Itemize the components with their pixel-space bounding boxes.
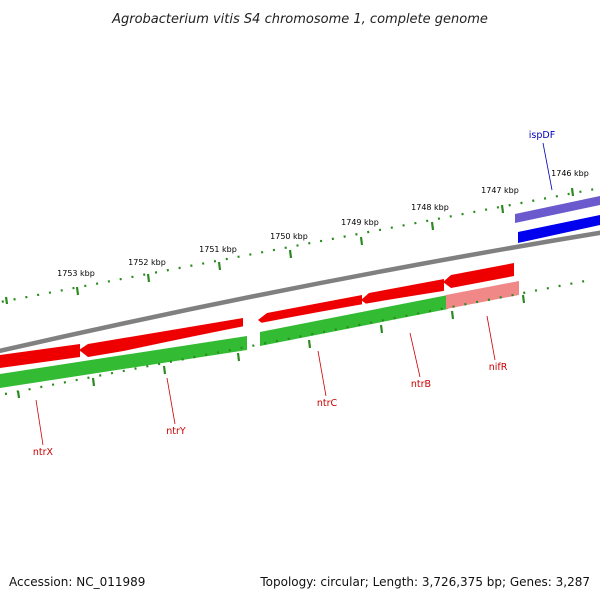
major-tick-1751	[217, 261, 222, 271]
tick-label-1746: 1746 kbp	[551, 169, 589, 178]
gene-label-ntrC: ntrC	[317, 398, 338, 409]
major-tick-1747	[500, 204, 505, 214]
major-tick-1746	[570, 187, 575, 197]
gene-ntrY[interactable]	[79, 318, 243, 357]
gene-nifR[interactable]	[443, 263, 514, 288]
tick-label-1749: 1749 kbp	[341, 218, 379, 227]
major-tick-1752	[146, 273, 151, 283]
tick-label-1750: 1750 kbp	[270, 232, 308, 241]
map-title: Agrobacterium vitis S4 chromosome 1, com…	[111, 12, 488, 27]
green-track	[0, 281, 519, 388]
gene-label-ntrX: ntrX	[33, 447, 54, 458]
genome-summary-text: Topology: circular; Length: 3,726,375 bp…	[259, 575, 590, 589]
gene-label-ntrY: ntrY	[166, 426, 186, 437]
leader-lines	[35, 142, 553, 446]
tick-label-1752: 1752 kbp	[128, 258, 166, 267]
outer-tick-ring	[0, 186, 600, 305]
tick-label-1747: 1747 kbp	[481, 186, 519, 195]
tick-label-1753: 1753 kbp	[57, 269, 95, 278]
major-tick-1753	[75, 286, 80, 296]
tick-labels: 1753 kbp 1752 kbp 1751 kbp 1750 kbp 1749…	[57, 169, 589, 278]
gene-labels: ntrX ntrY ntrC ntrB nifR ispDF	[33, 130, 555, 458]
inner-tick-ring	[4, 278, 591, 399]
accession-text: Accession: NC_011989	[9, 575, 145, 589]
major-tick-1750	[288, 249, 293, 259]
chromosome-backbone	[0, 230, 600, 354]
tick-label-1751: 1751 kbp	[199, 245, 237, 254]
major-tick-1749	[359, 236, 364, 246]
tick-label-1748: 1748 kbp	[411, 203, 449, 212]
major-tick-1748	[430, 221, 435, 231]
gene-ntrX[interactable]	[0, 344, 80, 368]
gene-label-ispDF: ispDF	[529, 130, 555, 141]
gene-ntrB[interactable]	[361, 279, 444, 306]
gene-ispDF[interactable]	[515, 196, 600, 243]
gene-label-ntrB: ntrB	[411, 379, 431, 390]
gene-label-nifR: nifR	[489, 362, 508, 373]
